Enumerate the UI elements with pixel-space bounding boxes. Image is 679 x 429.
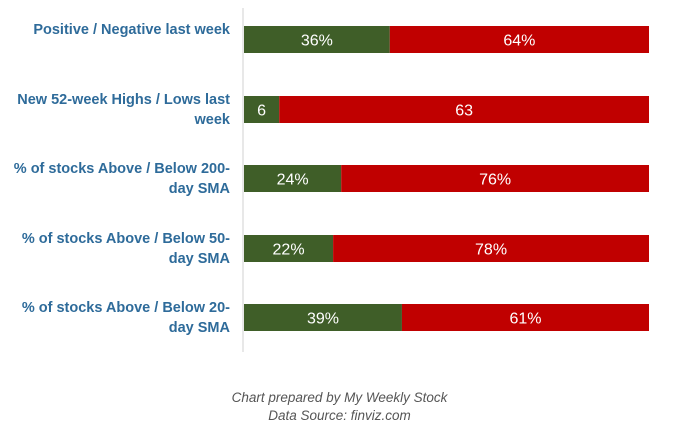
data-label: 22% bbox=[273, 242, 305, 259]
footer-source: Data Source: finviz.com bbox=[268, 408, 411, 423]
data-label: 78% bbox=[475, 242, 507, 259]
bar-segment-positive bbox=[244, 96, 280, 123]
category-label: Positive / Negative last week bbox=[33, 22, 230, 38]
data-label: 76% bbox=[479, 172, 511, 189]
data-label: 6 bbox=[257, 103, 266, 120]
category-label: % of stocks Above / Below 50-day SMA bbox=[21, 231, 230, 267]
bar-segment-positive bbox=[244, 304, 402, 331]
bar-segment-negative bbox=[279, 96, 649, 123]
data-label: 64% bbox=[503, 33, 535, 50]
bar-segment-negative bbox=[401, 304, 649, 331]
category-label: % of stocks Above / Below 200-day SMA bbox=[13, 161, 230, 197]
bar-segment-negative bbox=[333, 235, 649, 262]
data-label: 61% bbox=[509, 311, 541, 328]
category-label: New 52-week Highs / Lows last week bbox=[17, 92, 230, 128]
bar-segment-positive bbox=[244, 26, 390, 53]
category-label: % of stocks Above / Below 20-day SMA bbox=[21, 300, 230, 336]
bar-segment-positive bbox=[244, 165, 342, 192]
data-label: 24% bbox=[277, 172, 309, 189]
data-label: 63 bbox=[455, 103, 473, 120]
footer-credit: Chart prepared by My Weekly Stock bbox=[231, 390, 448, 405]
bar-segment-negative bbox=[389, 26, 649, 53]
bar-segment-positive bbox=[244, 235, 334, 262]
data-label: 39% bbox=[307, 311, 339, 328]
bar-segment-negative bbox=[341, 165, 649, 192]
data-label: 36% bbox=[301, 33, 333, 50]
